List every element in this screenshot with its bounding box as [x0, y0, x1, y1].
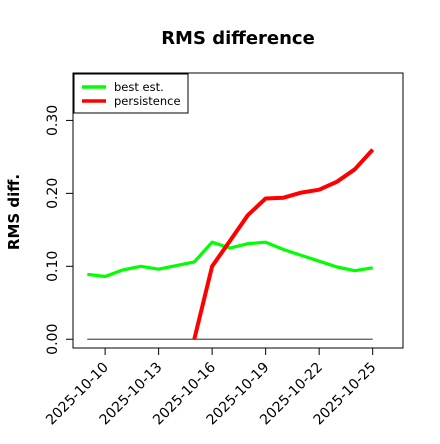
plot-frame — [72, 72, 404, 349]
y-axis-label: RMS diff. — [5, 174, 23, 250]
legend-label: persistence — [114, 94, 181, 108]
legend-box — [73, 73, 189, 114]
legend-label: best est. — [114, 80, 164, 94]
y-tick-label: 0.10 — [45, 251, 61, 282]
series-line-0 — [87, 240, 373, 279]
series-line-1 — [192, 148, 375, 340]
y-tick-label: 0.30 — [45, 105, 61, 136]
x-axis: 2025-10-102025-10-132025-10-162025-10-19… — [43, 348, 380, 428]
y-tick-label: 0.00 — [45, 324, 61, 355]
series-layer — [87, 148, 375, 340]
legend: best est.persistence — [73, 73, 189, 114]
y-axis: 0.00 0.10 0.20 0.30 — [45, 105, 73, 355]
y-tick-label: 0.20 — [45, 178, 61, 209]
chart-title: RMS difference — [161, 28, 315, 49]
